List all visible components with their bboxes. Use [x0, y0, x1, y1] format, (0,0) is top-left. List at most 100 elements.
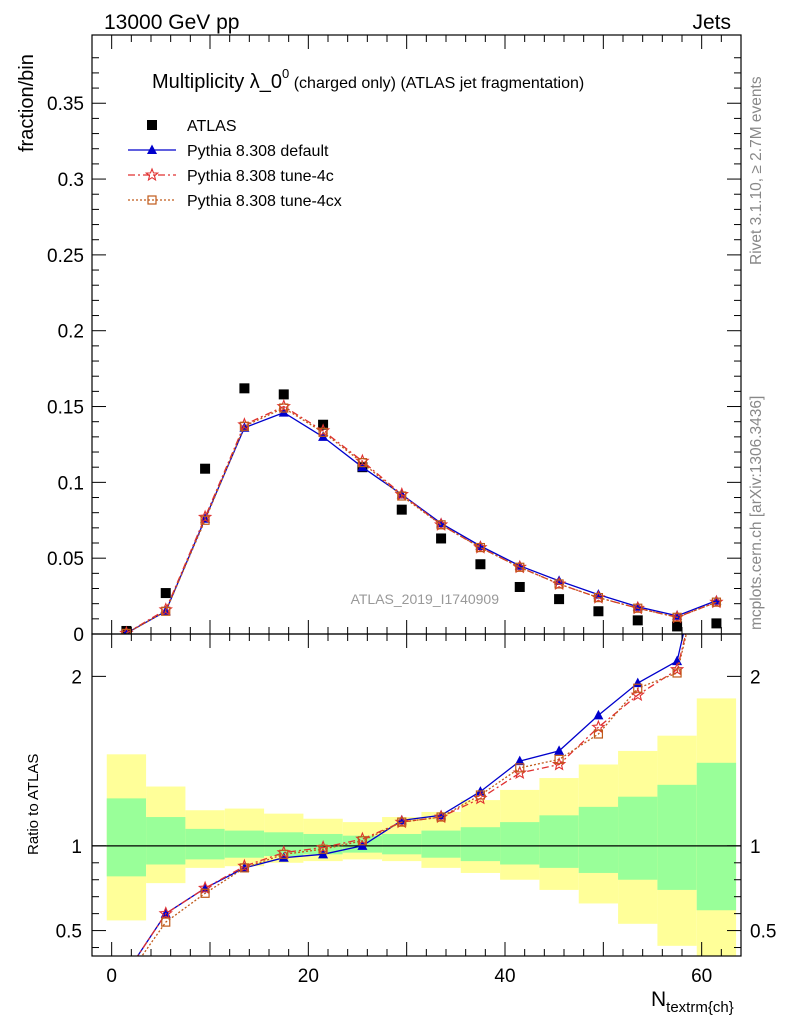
chart-title-rest: (charged only) (ATLAS jet fragmentation) [289, 75, 584, 92]
series-line [126, 411, 717, 634]
ratio-data-point [161, 917, 171, 927]
x-axis-label-main: N [651, 988, 666, 1011]
uncertainty-band-inner [106, 798, 147, 877]
legend-marker [147, 144, 157, 154]
ratio-data-point [593, 729, 604, 739]
uncertainty-band-inner [500, 822, 540, 865]
data-point [121, 628, 132, 634]
ratio-data-point [554, 754, 564, 765]
legend-marker [144, 167, 160, 182]
legend-item: Pythia 8.308 tune-4c [128, 167, 334, 185]
ratio-data-point [593, 709, 604, 720]
ratio-data-point [554, 745, 565, 755]
y-tick-label: 0.3 [58, 170, 84, 191]
ratio-data-point [197, 880, 213, 895]
legend: ATLAS Pythia 8.308 default Pythia 8.308 tu… [128, 118, 342, 210]
legend-marker [147, 195, 157, 205]
chart-title-superscript: 0 [282, 66, 289, 81]
ratio-data-point [672, 668, 682, 678]
data-point [711, 618, 722, 629]
data-point [397, 491, 407, 501]
chart-title-main: Multiplicity λ_0 [152, 71, 282, 93]
x-axis-label: Ntextrm{ch} [651, 988, 734, 1016]
y-tick-label: 0.2 [58, 322, 84, 343]
legend-label: Pythia 8.308 tune-4c [187, 168, 334, 185]
uncertainty-band-inner [382, 833, 422, 855]
ratio-data-point [357, 836, 368, 846]
ratio-data-point [515, 763, 525, 773]
x-tick-label: 40 [494, 966, 515, 987]
header-right: Jets [692, 11, 731, 34]
data-point [200, 463, 211, 474]
legend-label: Pythia 8.308 tune-4cx [187, 193, 342, 210]
ratio-data-point [158, 906, 173, 920]
y-tick-label: 0.25 [47, 246, 84, 267]
ratio-y-axis-label: Ratio to ATLAS [25, 754, 42, 855]
data-point [554, 579, 564, 589]
x-tick-label: 60 [691, 966, 712, 987]
header-left: 13000 GeV pp [104, 11, 239, 34]
data-point [160, 588, 171, 599]
y-tick-label: 0.05 [47, 549, 84, 570]
uncertainty-band-inner [539, 815, 579, 868]
data-point [672, 612, 682, 622]
legend-marker [147, 120, 157, 130]
data-point [318, 427, 328, 437]
data-point [161, 606, 171, 616]
data-point [278, 389, 289, 400]
uncertainty-band-inner [657, 784, 697, 890]
y-tick-label: 0.15 [47, 398, 84, 419]
ratio-y-tick-label: 1 [71, 837, 82, 858]
ratio-y-tick-label: 0.5 [56, 922, 82, 943]
uncertainty-band-inner [460, 827, 501, 862]
ratio-data-point [318, 844, 328, 854]
uncertainty-band-inner [696, 762, 737, 911]
data-point [279, 403, 289, 413]
ratio-y-tick-label-right: 1 [750, 837, 761, 858]
data-point [672, 621, 683, 632]
ratio-series-line [136, 634, 684, 956]
main-panel: 0 0.05 0.1 0.15 0.2 0.25 0.3 0.35 Multiplicity … [16, 34, 742, 646]
ratio-data-point [436, 812, 446, 822]
data-point [515, 562, 525, 572]
y-tick-label: 0.1 [58, 473, 84, 494]
data-point [593, 606, 604, 617]
data-point [593, 593, 604, 603]
uncertainty-band-inner [421, 830, 461, 858]
ratio-data-point [669, 662, 685, 676]
data-point [436, 520, 446, 530]
ratio-data-point [633, 683, 643, 693]
ratio-data-point [514, 755, 525, 766]
y-tick-label: 0.35 [47, 94, 84, 115]
data-point [396, 504, 407, 515]
data-point [514, 581, 525, 592]
data-point [436, 533, 447, 544]
ratio-data-point [397, 817, 407, 827]
uncertainty-band-inner [264, 832, 304, 857]
ratio-y-tick-label-right: 2 [750, 667, 761, 688]
ratio-data-point [278, 852, 289, 862]
ratio-data-point [475, 790, 486, 800]
ratio-data-point [239, 863, 250, 873]
data-point [357, 458, 368, 468]
ratio-data-point [279, 849, 289, 859]
data-point [239, 421, 250, 431]
ratio-y-tick-label-right: 0.5 [750, 922, 776, 943]
legend-item: ATLAS [147, 118, 237, 135]
rivet-version-label: Rivet 3.1.10, ≥ 2.7M events [748, 76, 765, 265]
legend-item: Pythia 8.308 tune-4cx [128, 193, 342, 210]
data-point [239, 383, 250, 394]
y-axis-label: fraction/bin [16, 54, 38, 152]
data-point [475, 542, 486, 553]
legend-item: Pythia 8.308 default [128, 143, 329, 160]
data-point [632, 615, 643, 626]
data-point [200, 515, 210, 525]
data-point [633, 603, 643, 613]
legend-label: ATLAS [187, 118, 237, 135]
ratio-data-point [630, 687, 645, 702]
chart-title: Multiplicity λ_00 (charged only) (ATLAS … [152, 66, 584, 93]
ratio-series-pythia-8-308-tune-4cx [141, 634, 687, 956]
series-pythia-8-308-tune-4cx [121, 403, 722, 634]
data-point [711, 595, 722, 605]
